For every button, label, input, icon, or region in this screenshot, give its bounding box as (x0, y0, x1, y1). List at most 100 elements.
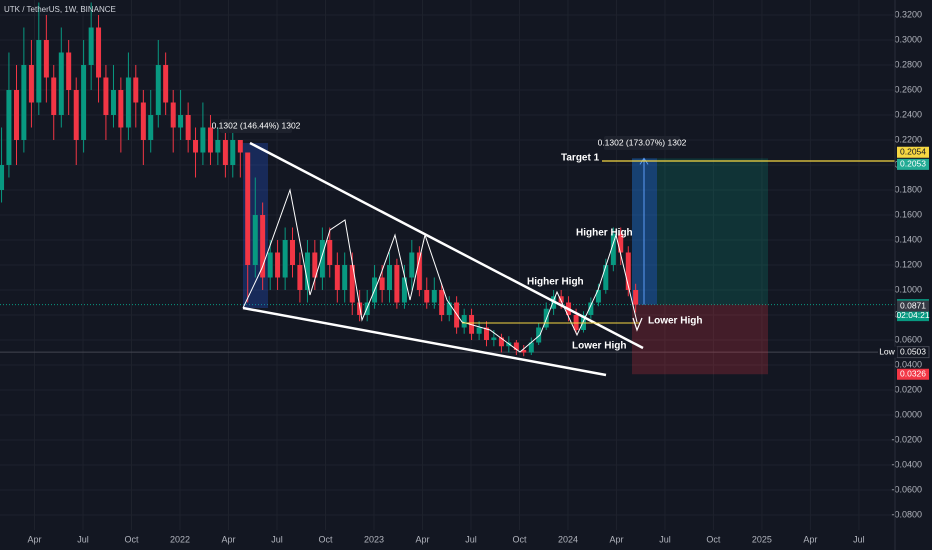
x-tick-label: Jul (465, 534, 477, 544)
candle-body (28, 65, 34, 103)
candle-body (275, 252, 281, 278)
countdown: 02:04:21 (896, 310, 929, 320)
measure-label-bg (220, 119, 292, 133)
y-tick-label: -0.0200 (891, 434, 922, 444)
candle-body (215, 140, 221, 153)
candle-body (96, 27, 102, 78)
candle-body (394, 265, 400, 303)
x-tick-label: 2023 (364, 534, 384, 544)
candle-body (483, 327, 489, 340)
candle-body (528, 342, 534, 353)
y-tick-label: 0.3000 (894, 34, 922, 44)
candle-body (625, 252, 631, 290)
candle-body (103, 77, 109, 115)
candle-body (125, 77, 131, 128)
candle-body (51, 77, 57, 115)
candle-body (237, 140, 243, 153)
annotations: 0.1302 (146.44%) 1302 0.1302 (173.07%) 1… (4, 5, 702, 352)
y-tick-label: 0.0600 (894, 334, 922, 344)
candle-body (43, 40, 49, 78)
pattern-label: Higher High (576, 228, 633, 239)
y-tick-label: 0.0400 (894, 359, 922, 369)
candle-body (200, 127, 206, 153)
x-tick-label: Apr (221, 534, 235, 544)
candle-body (476, 327, 482, 334)
candle-body (155, 65, 161, 115)
candle-body (133, 77, 139, 103)
candle-body (110, 90, 116, 115)
candle-body (536, 327, 542, 343)
candle-body (446, 302, 452, 315)
x-tick-label: 2022 (170, 534, 190, 544)
candle-body (118, 90, 124, 128)
symbol-title: UTK / TetherUS, 1W, BINANCE (4, 5, 116, 14)
candle-body (230, 140, 236, 165)
candle-body (588, 302, 594, 315)
x-tick-label: Jul (271, 534, 283, 544)
candle-body (334, 265, 340, 290)
pattern-label: Higher High (527, 277, 584, 288)
y-tick-label: 0.1000 (894, 284, 922, 294)
price-label-bg (897, 368, 929, 380)
pattern-label: Lower High (648, 316, 702, 327)
loss-zone (632, 304, 768, 375)
y-tick-label: 0.2200 (894, 134, 922, 144)
price-label: 0.2053 (900, 159, 926, 169)
candle-body (163, 65, 169, 103)
x-tick-label: Oct (706, 534, 721, 544)
candle-body (558, 296, 564, 303)
y-tick-label: 0.1800 (894, 184, 922, 194)
candle-body (319, 240, 325, 278)
candle-body (207, 127, 213, 153)
candle-body (282, 240, 288, 278)
candle-body (13, 90, 19, 140)
candle-body (312, 252, 318, 278)
price-label: 0.0871 (900, 300, 926, 310)
candle-body (379, 277, 385, 290)
candle-body (222, 140, 228, 165)
candle-body (245, 152, 251, 265)
y-tick-label: 0.0200 (894, 384, 922, 394)
y-tick-label: 0.3200 (894, 9, 922, 19)
measure-label: 0.1302 (173.07%) 1302 (598, 137, 687, 147)
candle-body (185, 115, 191, 140)
x-tick-label: Oct (125, 534, 140, 544)
candle-body (178, 115, 184, 128)
y-tick-label: 0.1200 (894, 259, 922, 269)
x-tick-label: Oct (512, 534, 527, 544)
y-tick-label: 0.1600 (894, 209, 922, 219)
y-tick-label: 0.2400 (894, 109, 922, 119)
x-tick-label: Oct (318, 534, 333, 544)
candle-body (431, 290, 437, 303)
price-label: 0.2054 (900, 147, 926, 157)
x-tick-label: Jul (659, 534, 671, 544)
price-tag: Low (879, 346, 895, 356)
candle-body (603, 265, 609, 290)
x-tick-label: Apr (803, 534, 817, 544)
y-tick-label: 0.2600 (894, 84, 922, 94)
x-tick-label: Jul (853, 534, 865, 544)
candle-body (0, 165, 5, 190)
price-axis: 0.3200 0.3000 0.2800 0.2600 0.2400 0.2200 0.20… (28, 0, 930, 550)
candle-body (193, 140, 199, 153)
candle-body (387, 265, 393, 290)
price-label: 0.0503 (900, 346, 926, 356)
candle-body (424, 290, 430, 303)
candle-body (170, 102, 176, 128)
candle-body (297, 265, 303, 290)
candle-body (513, 342, 519, 350)
measure-label: 0.1302 (146.44%) 1302 (212, 120, 301, 130)
x-tick-label: Jul (77, 534, 89, 544)
candle-body (88, 27, 94, 65)
y-tick-label: 0.0000 (894, 409, 922, 419)
candle-body (252, 215, 258, 265)
x-tick-label: 2025 (752, 534, 772, 544)
target-label: Target 1 (561, 153, 600, 164)
candle-body (148, 115, 154, 140)
x-tick-label: Apr (609, 534, 623, 544)
candle-body (66, 52, 72, 90)
wedge-lower (242, 306, 607, 377)
candle-body (409, 252, 415, 278)
candle-body (327, 240, 333, 265)
